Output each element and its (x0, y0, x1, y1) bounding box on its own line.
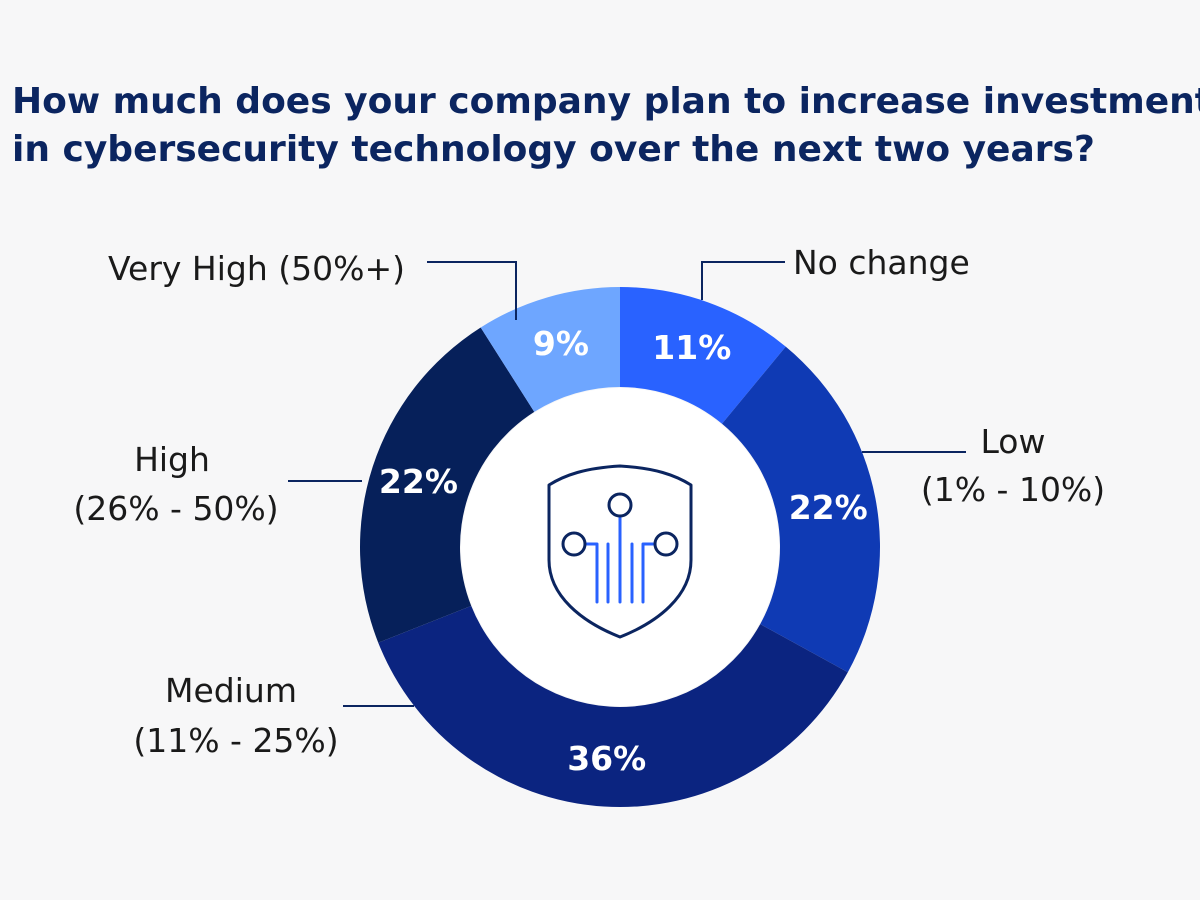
category-label-very-high-50: Very High (50%+) (108, 249, 405, 288)
category-label-no-change: No change (793, 243, 970, 282)
title-line-1: How much does your company plan to incre… (12, 81, 1200, 122)
shield-circuit-icon (547, 464, 693, 639)
circuit-node-left (561, 531, 587, 557)
category-label-high-26-50-line-2: (26% - 50%) (73, 489, 278, 528)
leader-line-very-high-50 (427, 261, 517, 320)
title-line-2: in cybersecurity technology over the nex… (12, 129, 1095, 170)
leader-line-no-change (701, 261, 785, 300)
circuit-line-left-outer (583, 542, 599, 604)
circuit-line-right-outer (641, 542, 657, 604)
slice-low-1-10 (721, 346, 880, 673)
slice-high-26-50 (360, 327, 535, 643)
value-label-medium-11-25: 36% (567, 739, 646, 778)
category-label-medium-11-25-line-2: (11% - 25%) (133, 721, 338, 760)
slice-medium-11-25 (378, 605, 848, 807)
circuit-node-right (653, 531, 679, 557)
value-label-low-1-10: 22% (789, 488, 868, 527)
chart-title: How much does your company plan to incre… (12, 78, 1200, 174)
circuit-node-top (607, 492, 633, 518)
category-label-medium-11-25-line-1: Medium (165, 671, 297, 710)
value-label-high-26-50: 22% (379, 462, 458, 501)
leader-lines (288, 261, 966, 707)
value-label-no-change: 11% (652, 328, 731, 367)
category-labels: No change Low (1% - 10%) Medium (11% - 25%) H… (73, 243, 1105, 760)
shield-outline (547, 464, 693, 639)
category-label-low-1-10-line-2: (1% - 10%) (921, 470, 1105, 509)
category-label-low-1-10-line-1: Low (981, 422, 1046, 461)
slice-no-change (620, 287, 786, 424)
value-labels: 11% 22% 36% 22% 9% (379, 324, 868, 778)
value-label-very-high-50: 9% (533, 324, 589, 363)
category-label-high-26-50-line-1: High (134, 440, 210, 479)
